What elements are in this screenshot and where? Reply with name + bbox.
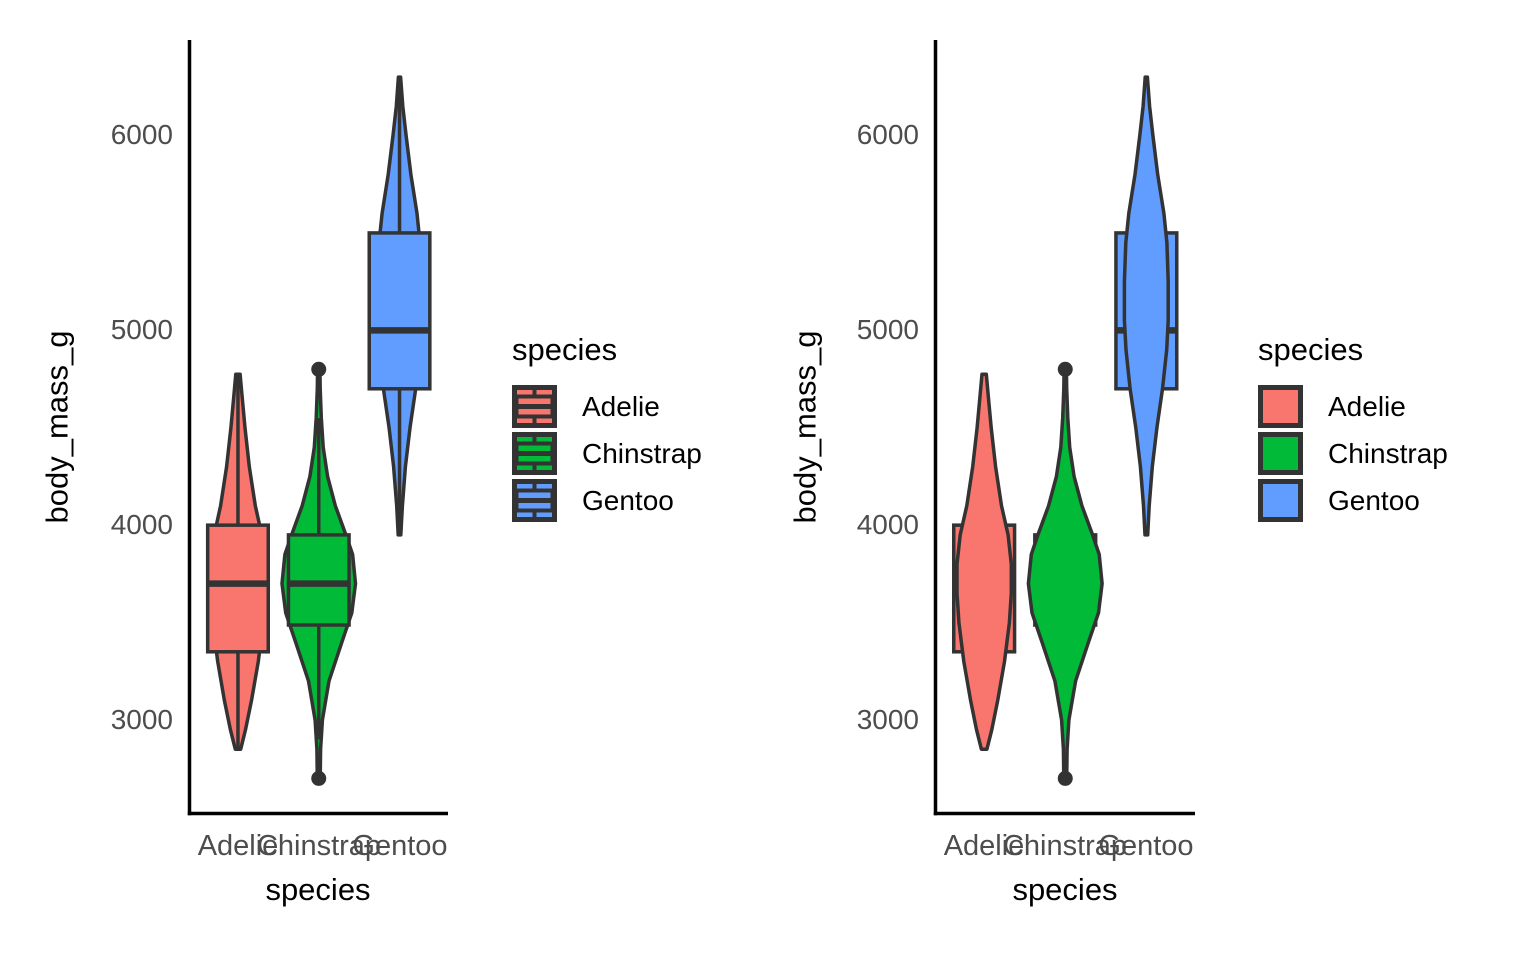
legend-right: species Adelie Chinstrap Gentoo bbox=[1258, 334, 1448, 526]
box bbox=[205, 523, 271, 654]
x-tick-label: Chinstrap bbox=[256, 830, 382, 862]
legend-key-adelie-boxplot-icon bbox=[512, 385, 557, 428]
legend-label: Gentoo bbox=[1328, 484, 1420, 516]
legend-title: species bbox=[1258, 332, 1364, 367]
boxplot-adelie bbox=[205, 374, 271, 750]
right-panel bbox=[933, 40, 1195, 816]
legend-left: species Adelie Chinstrap Gentoo bbox=[512, 334, 702, 526]
legend-title: species bbox=[512, 332, 618, 367]
y-tick-label: 4000 bbox=[110, 509, 173, 540]
box bbox=[367, 231, 432, 391]
outlier-point bbox=[311, 770, 327, 786]
y-tick-label: 4000 bbox=[856, 509, 919, 540]
x-tick-label: Gentoo bbox=[1098, 830, 1194, 862]
violin-adelie bbox=[955, 372, 1014, 751]
x-tick-label: Chinstrap bbox=[1002, 830, 1128, 862]
legend-key-chinstrap-violin-icon bbox=[1258, 432, 1303, 475]
x-tick-label: Gentoo bbox=[352, 830, 448, 862]
y-tick-label: 5000 bbox=[856, 314, 919, 345]
x-tick-label: Adelie bbox=[197, 830, 279, 862]
x-axis-title: species bbox=[1012, 872, 1118, 907]
legend-key-gentoo-violin-icon bbox=[1258, 479, 1303, 522]
legend-key-chinstrap-boxplot-icon bbox=[512, 432, 557, 475]
legend-label: Adelie bbox=[1328, 390, 1406, 422]
legend-row: Adelie bbox=[1258, 385, 1448, 428]
y-axis-title: body_mass_g bbox=[39, 330, 75, 524]
legend-key-gentoo-boxplot-icon bbox=[512, 479, 557, 522]
box bbox=[286, 533, 351, 627]
violin-chinstrap bbox=[1026, 367, 1104, 781]
legend-row: Adelie bbox=[512, 385, 702, 428]
legend-row: Gentoo bbox=[512, 479, 702, 522]
boxplot-chinstrap bbox=[286, 361, 351, 786]
y-tick-label: 6000 bbox=[856, 119, 919, 150]
legend-key-adelie-violin-icon bbox=[1258, 385, 1303, 428]
left-panel bbox=[187, 40, 448, 816]
outlier-point bbox=[311, 361, 327, 377]
x-tick-label: Adelie bbox=[943, 830, 1025, 862]
violin-gentoo bbox=[1122, 75, 1170, 537]
legend-label: Adelie bbox=[582, 390, 660, 422]
y-axis-title: body_mass_g bbox=[787, 330, 823, 524]
y-tick-label: 6000 bbox=[110, 119, 173, 150]
y-tick-label: 3000 bbox=[856, 704, 919, 735]
legend-row: Chinstrap bbox=[1258, 432, 1448, 475]
x-axis-title: species bbox=[265, 872, 371, 907]
legend-label: Chinstrap bbox=[1328, 437, 1448, 469]
y-tick-label: 3000 bbox=[110, 704, 173, 735]
boxplot-gentoo bbox=[367, 77, 432, 535]
y-tick-label: 5000 bbox=[110, 314, 173, 345]
legend-label: Gentoo bbox=[582, 484, 674, 516]
legend-row: Chinstrap bbox=[512, 432, 702, 475]
legend-row: Gentoo bbox=[1258, 479, 1448, 522]
legend-label: Chinstrap bbox=[582, 437, 702, 469]
